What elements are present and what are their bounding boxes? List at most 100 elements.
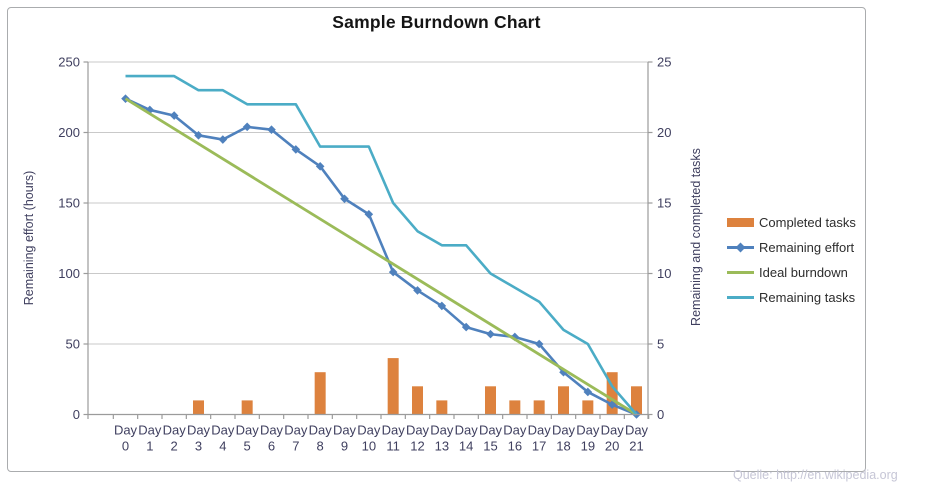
x-tick-label-number: 11 [386,439,400,454]
right-tick-label: 0 [657,407,664,422]
effort-marker-day-14 [461,322,471,332]
x-tick-label-number: 0 [122,439,129,454]
x-tick-label-word: Day [333,423,357,438]
completed-tasks-bars [193,358,642,415]
x-tick-label-word: Day [114,423,138,438]
x-tick-label-number: 2 [171,439,178,454]
legend-item-ideal-burndown: Ideal burndown [727,260,856,285]
x-tick-label-number: 8 [317,439,324,454]
bar-day-15 [485,386,496,415]
x-tick-label-number: 18 [556,439,570,454]
legend-item-remaining-effort: Remaining effort [727,235,856,260]
x-tick-label-word: Day [406,423,430,438]
left-tick-label: 150 [58,196,80,211]
x-tick-label-word: Day [503,423,527,438]
bar-day-8 [314,372,326,415]
x-tick-label-number: 15 [483,439,497,454]
effort-marker-day-3 [194,131,203,140]
x-tick-label-number: 19 [581,439,595,454]
effort-marker-day-20 [607,400,617,409]
diamond-marker-icon [735,242,746,253]
left-tick-label: 250 [58,55,80,70]
bar-day-13 [436,400,448,415]
effort-marker-day-8 [315,162,325,171]
effort-marker-day-4 [218,135,228,144]
right-tick-label: 5 [657,337,664,352]
legend-label: Remaining tasks [759,290,856,305]
effort-marker-day-12 [413,286,422,295]
x-tick-label-number: 12 [410,439,424,454]
effort-marker-day-11 [388,267,398,277]
legend-item-completed-tasks: Completed tasks [727,210,856,235]
x-tick-label-word: Day [357,423,381,438]
remaining-tasks-line [125,74,638,416]
legend-label: Remaining effort [759,240,855,255]
bar-day-18 [558,386,569,415]
x-tick-label-number: 20 [605,439,619,454]
remaining-effort-line [124,97,637,416]
x-tick-label-word: Day [284,423,308,438]
x-tick-label-word: Day [138,423,162,438]
ideal-burndown-swatch-icon [727,268,754,277]
x-tick-label-number: 21 [629,439,643,454]
left-axis-title: Remaining effort (hours) [22,171,36,306]
x-tick-label-number: 17 [532,439,546,454]
bar-day-3 [193,400,204,415]
x-tick-label-word: Day [382,423,406,438]
legend-label: Completed tasks [759,215,856,230]
effort-marker-day-6 [267,125,276,134]
completed-tasks-swatch-icon [727,218,754,227]
x-tick-label-word: Day [163,423,187,438]
x-tick-label-word: Day [625,423,649,438]
x-tick-label-word: Day [430,423,454,438]
x-tick-label-word: Day [236,423,260,438]
effort-marker-day-13 [437,301,447,311]
x-tick-label-number: 13 [435,439,449,454]
chart-frame [7,7,866,472]
x-tick-label-word: Day [455,423,479,438]
source-note: Quelle: http://en.wikipedia.org [733,468,898,482]
x-tick-label-number: 16 [508,439,522,454]
x-tick-label-number: 4 [219,439,226,454]
effort-marker-day-15 [486,329,495,339]
left-tick-label: 0 [73,407,80,422]
x-tick-label-word: Day [260,423,284,438]
remaining-effort-swatch-icon [727,242,754,253]
x-tick-label-word: Day [601,423,625,438]
x-tick-label-word: Day [528,423,552,438]
effort-marker-day-19 [583,387,593,397]
effort-marker-day-10 [364,209,374,219]
right-tick-label: 25 [657,55,671,70]
bar-day-17 [533,400,545,415]
gridlines [88,61,648,345]
bar-day-20 [606,372,618,415]
effort-marker-day-2 [169,111,179,120]
remaining-tasks-swatch-icon [727,293,754,302]
bar-day-21 [631,386,642,415]
x-tick-label-word: Day [187,423,211,438]
right-tick-label: 20 [657,125,671,140]
effort-marker-day-7 [291,145,301,154]
chart-title: Sample Burndown Chart [332,12,541,32]
x-tick-label-word: Day [309,423,333,438]
x-tick-label-number: 14 [459,439,473,454]
x-tick-label-number: 10 [362,439,376,454]
left-tick-label: 50 [66,337,80,352]
remaining-effort-series [121,94,641,419]
x-tick-label-number: 6 [268,439,275,454]
right-axis-title: Remaining and completed tasks [689,148,703,326]
legend-label: Ideal burndown [759,265,848,280]
x-tick-label-number: 7 [292,439,299,454]
x-tick-label-number: 1 [146,439,153,454]
tick-labels: 0501001502002500510152025Day0Day1Day2Day… [58,55,671,454]
effort-marker-day-5 [242,122,252,132]
effort-marker-day-18 [559,367,568,377]
x-tick-label-number: 3 [195,439,202,454]
x-tick-label-number: 9 [341,439,348,454]
legend: Completed tasks Remaining effort Ideal b… [727,210,856,310]
ideal-burndown-line [124,97,638,416]
bar-day-5 [241,400,253,415]
right-tick-label: 10 [657,266,671,281]
